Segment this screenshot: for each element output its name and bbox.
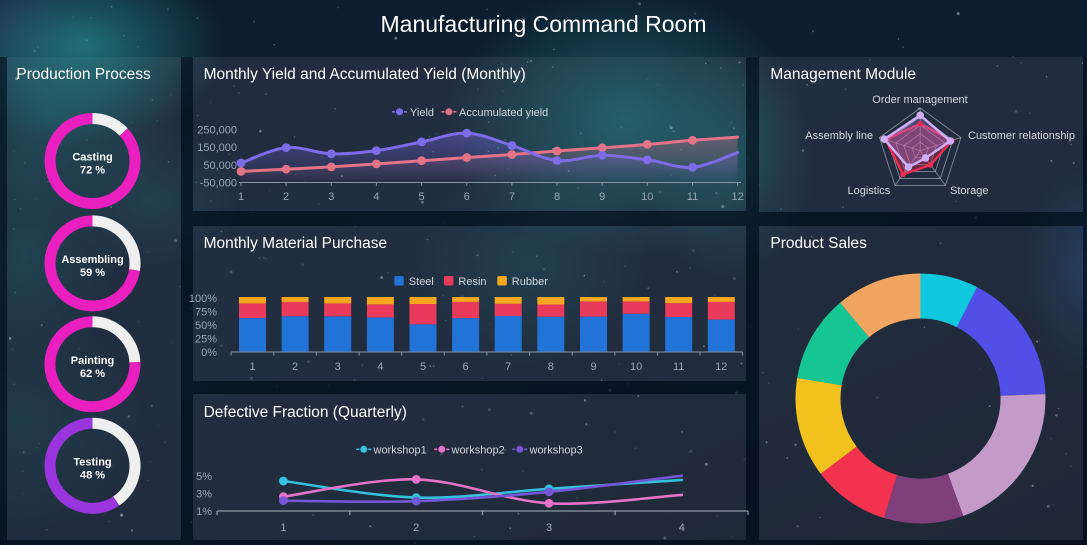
svg-text:workshop1: workshop1	[373, 444, 427, 456]
svg-text:11: 11	[687, 191, 698, 203]
svg-text:9: 9	[590, 361, 596, 373]
svg-text:1: 1	[238, 191, 244, 203]
svg-text:11: 11	[673, 361, 684, 373]
svg-text:1: 1	[249, 361, 255, 373]
svg-text:4: 4	[373, 191, 379, 203]
svg-text:62 %: 62 %	[80, 368, 105, 380]
svg-text:5: 5	[420, 361, 426, 373]
svg-text:Customer relationship: Customer relationship	[968, 130, 1075, 142]
svg-text:Painting: Painting	[71, 355, 114, 367]
svg-text:Accumulated yield: Accumulated yield	[459, 107, 548, 119]
svg-text:59 %: 59 %	[80, 267, 105, 279]
svg-text:8: 8	[554, 191, 560, 203]
svg-text:4: 4	[377, 361, 383, 373]
svg-text:50%: 50%	[195, 320, 217, 332]
svg-text:6: 6	[463, 361, 469, 373]
svg-text:72 %: 72 %	[80, 165, 105, 177]
svg-text:Assembly line: Assembly line	[805, 130, 873, 142]
svg-text:Storage: Storage	[950, 185, 989, 197]
svg-text:9: 9	[599, 191, 605, 203]
svg-text:7: 7	[505, 361, 511, 373]
svg-text:50,000: 50,000	[203, 160, 237, 172]
svg-text:6: 6	[464, 191, 470, 203]
svg-text:Yield: Yield	[410, 107, 434, 119]
svg-text:8: 8	[548, 361, 554, 373]
svg-text:2: 2	[413, 522, 419, 534]
svg-text:12: 12	[731, 191, 743, 203]
svg-text:3: 3	[328, 191, 334, 203]
svg-text:1: 1	[280, 522, 286, 534]
svg-text:3: 3	[546, 522, 552, 534]
svg-text:25%: 25%	[195, 334, 217, 346]
svg-text:workshop2: workshop2	[451, 444, 505, 456]
svg-text:2: 2	[292, 361, 298, 373]
svg-text:75%: 75%	[195, 307, 217, 319]
svg-text:Rubber: Rubber	[512, 276, 548, 288]
svg-text:1%: 1%	[196, 506, 212, 518]
svg-text:4: 4	[679, 522, 685, 534]
svg-text:Order management: Order management	[872, 94, 967, 106]
svg-text:Steel: Steel	[409, 276, 434, 288]
svg-text:workshop3: workshop3	[529, 444, 583, 456]
svg-text:250,000: 250,000	[197, 124, 237, 136]
svg-text:3%: 3%	[196, 489, 212, 501]
svg-text:Casting: Casting	[72, 152, 112, 164]
svg-text:2: 2	[283, 191, 289, 203]
svg-text:10: 10	[641, 191, 653, 203]
svg-text:-50,000: -50,000	[200, 178, 237, 190]
svg-text:5: 5	[419, 191, 425, 203]
svg-text:5%: 5%	[196, 471, 212, 483]
svg-text:3: 3	[335, 361, 341, 373]
svg-text:Logistics: Logistics	[848, 185, 891, 197]
svg-text:10: 10	[630, 361, 642, 373]
svg-text:12: 12	[715, 361, 727, 373]
svg-text:100%: 100%	[189, 293, 217, 305]
svg-text:150,000: 150,000	[197, 142, 237, 154]
svg-text:Testing: Testing	[73, 456, 111, 468]
svg-text:Assembling: Assembling	[61, 254, 123, 266]
svg-text:7: 7	[509, 191, 515, 203]
svg-text:Resin: Resin	[458, 276, 486, 288]
svg-text:0%: 0%	[201, 347, 217, 359]
svg-text:48 %: 48 %	[80, 469, 105, 481]
